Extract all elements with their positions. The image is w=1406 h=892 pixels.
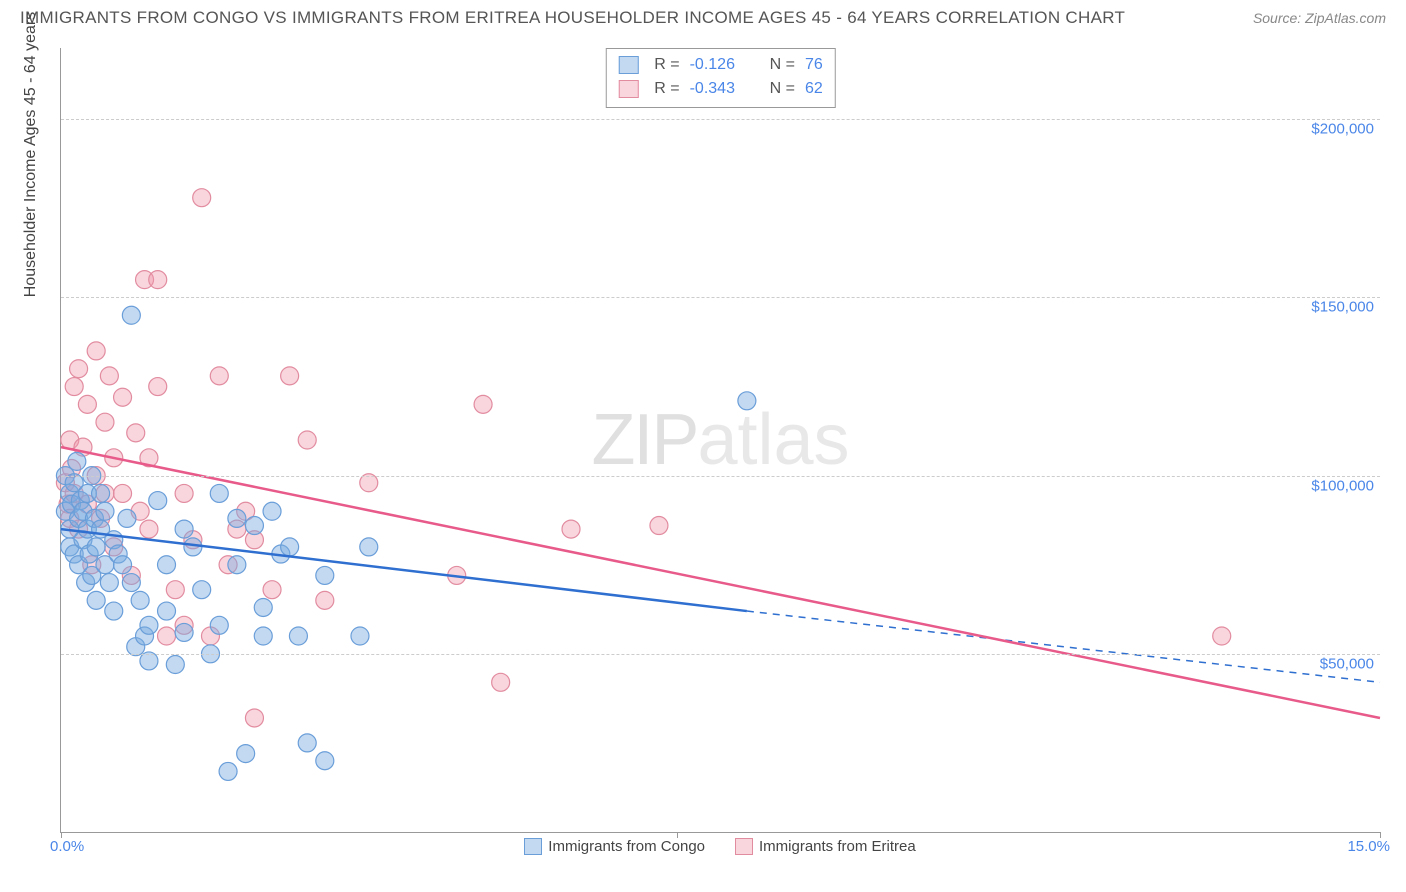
plot-area: ZIPatlas R = -0.126 N = 76 R = -0.343 N … bbox=[60, 48, 1380, 833]
swatch-a-icon bbox=[524, 838, 542, 855]
legend-item-a: Immigrants from Congo bbox=[524, 838, 705, 855]
y-tick-label: $50,000 bbox=[1320, 655, 1374, 672]
legend-label-b: Immigrants from Eritrea bbox=[759, 838, 916, 855]
y-tick-label: $200,000 bbox=[1311, 121, 1374, 138]
source-label: Source: ZipAtlas.com bbox=[1253, 10, 1386, 26]
legend-item-b: Immigrants from Eritrea bbox=[735, 838, 916, 855]
x-axis-legend: Immigrants from Congo Immigrants from Er… bbox=[60, 838, 1380, 855]
chart-title: IMMIGRANTS FROM CONGO VS IMMIGRANTS FROM… bbox=[20, 8, 1125, 28]
legend-label-a: Immigrants from Congo bbox=[548, 838, 705, 855]
swatch-b-icon bbox=[735, 838, 753, 855]
y-axis-title: Householder Income Ages 45 - 64 years bbox=[22, 12, 40, 298]
y-tick-label: $150,000 bbox=[1311, 299, 1374, 316]
scatter-chart bbox=[61, 48, 1380, 832]
y-tick-label: $100,000 bbox=[1311, 477, 1374, 494]
